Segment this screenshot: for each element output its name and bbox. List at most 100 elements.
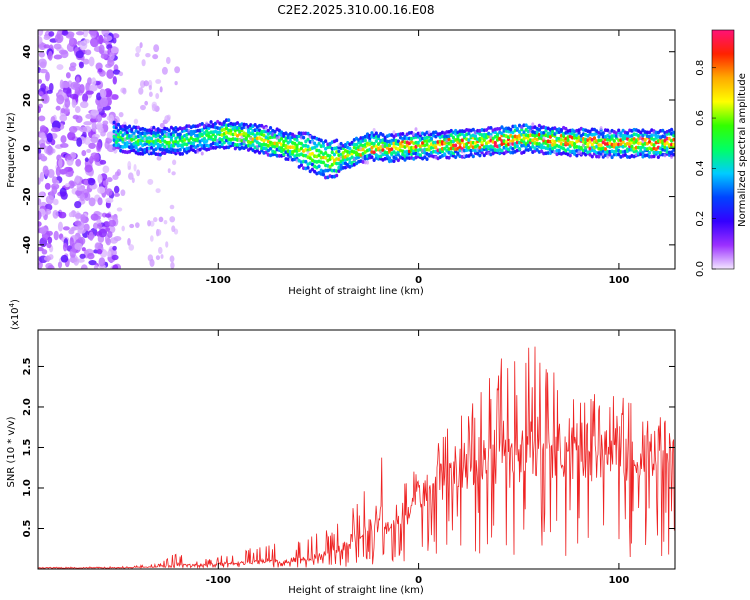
spectrogram-cell	[647, 154, 652, 159]
spectrogram-cell	[53, 230, 59, 241]
spectrogram-cell	[68, 180, 75, 189]
spectrogram-cell	[295, 158, 299, 163]
spectrogram-cell	[343, 142, 348, 147]
spectrogram-cell	[89, 30, 97, 36]
spectrogram-panel: -100 0 100 -40 -20 0 20 40 Height of straight …	[6, 29, 676, 297]
spectrogram-cell	[62, 226, 70, 231]
spectrogram-cell	[38, 42, 47, 50]
spectrogram-cell	[39, 68, 48, 74]
spectrogram-cell	[75, 76, 80, 84]
spectrogram-cell	[639, 148, 643, 153]
spectrogram-cell	[138, 87, 144, 95]
snr-y-ticks: 0.5 1.0 1.5 2.0 2.5	[22, 358, 675, 537]
spectrogram-cell	[617, 152, 621, 157]
spectrogram-cell	[97, 186, 106, 194]
spectrogram-cell	[111, 94, 119, 100]
spectrogram-cell	[45, 71, 50, 82]
spectrogram-cell	[209, 120, 213, 124]
spectrogram-cell	[98, 228, 108, 238]
spectrogram-cell	[39, 61, 47, 69]
spectrogram-cell	[573, 141, 577, 146]
spectrogram-cell	[268, 146, 273, 151]
spectrogram-cell	[38, 191, 45, 198]
colorbar-tick-label: 0.8	[695, 60, 706, 76]
spectrogram-cell	[75, 158, 82, 167]
spectrogram-cell	[119, 130, 123, 135]
spectrogram-cell	[48, 31, 55, 37]
spectrogram-cell	[310, 151, 315, 156]
spectrogram-cell	[610, 155, 614, 160]
spectrogram-cell	[513, 124, 517, 129]
spectrogram-cell	[588, 139, 592, 144]
spectrogram-cell	[599, 126, 603, 131]
spectrogram-cell	[38, 246, 44, 252]
spectrogram-cell	[425, 142, 429, 147]
spectrogram-cell	[106, 177, 113, 183]
spectrogram-cell	[670, 154, 674, 159]
spectrogram-cell	[127, 124, 132, 129]
spectrogram-cell	[253, 123, 257, 127]
spectrogram-cell	[112, 76, 117, 85]
spectrogram-cell	[471, 127, 475, 132]
spectrogram-cell	[151, 103, 157, 112]
spectrogram-cell	[75, 189, 82, 196]
spectrogram-cell	[178, 132, 182, 137]
spectrogram-cell	[130, 127, 134, 132]
snr-frame	[37, 329, 676, 570]
spectrogram-cell	[167, 140, 171, 145]
spectrogram-cell	[79, 253, 86, 259]
spectrogram-cell	[191, 141, 196, 146]
spectrogram-cell	[517, 146, 522, 151]
spectrogram-cell	[515, 126, 519, 131]
spectrogram-cell	[98, 34, 104, 45]
spectrogram-cell	[672, 133, 675, 138]
spectrogram-cell	[372, 150, 376, 155]
spectrogram-cell	[266, 148, 270, 153]
spectrogram-cell	[376, 142, 381, 146]
spectrogram-cell	[62, 81, 70, 89]
spectrogram-cell	[282, 148, 286, 152]
spectrogram-cell	[387, 143, 392, 148]
spectrogram-cell	[652, 143, 656, 147]
spectrogram-cell	[467, 138, 471, 142]
spectrogram-cell	[174, 129, 178, 134]
spectrogram-cell	[423, 155, 427, 160]
spectrogram-cell	[88, 84, 98, 92]
spectrogram-cell	[69, 126, 78, 134]
spectrogram-cell	[50, 127, 60, 133]
spectrogram-cell	[59, 168, 68, 175]
x-tick-label: 100	[608, 575, 629, 586]
spectrogram-cell	[71, 226, 80, 231]
spectrogram-cell	[608, 152, 612, 157]
spectrogram-cell	[76, 137, 83, 147]
spectrogram-cell	[75, 50, 84, 59]
spectrogram-cell	[153, 217, 158, 223]
spectrogram-cell	[403, 157, 407, 162]
x-tick-label: -100	[206, 275, 231, 286]
spectrogram-cell	[603, 147, 608, 151]
spectrogram-cell	[625, 131, 630, 135]
spectrogram-cell	[511, 130, 515, 135]
spectrogram-cell	[398, 141, 403, 146]
spectrogram-cell	[405, 143, 409, 148]
spectrogram-cell	[667, 136, 671, 141]
spectrogram-cell	[273, 150, 277, 155]
spectrogram-cell	[599, 143, 603, 148]
spectrogram-cell	[482, 138, 486, 143]
spectrogram-cell	[606, 128, 610, 133]
spectrogram-cell	[138, 141, 143, 146]
spectrogram-cell	[522, 133, 526, 137]
spectrogram-cell	[647, 130, 652, 135]
spectrogram-cell	[669, 127, 674, 132]
spectrogram-cell	[45, 195, 55, 205]
spectrogram-cell	[66, 155, 73, 160]
spectrogram-cell	[621, 140, 625, 144]
spectrogram-cell	[363, 138, 367, 143]
spectrogram-cell	[38, 105, 42, 114]
spectrogram-cell	[80, 264, 88, 269]
spectrogram-cell	[174, 81, 178, 86]
spectrogram-cell	[153, 44, 160, 53]
spectrogram-cell	[233, 132, 237, 136]
spectrogram-cell	[522, 123, 526, 128]
spectrogram-cell	[293, 141, 297, 146]
